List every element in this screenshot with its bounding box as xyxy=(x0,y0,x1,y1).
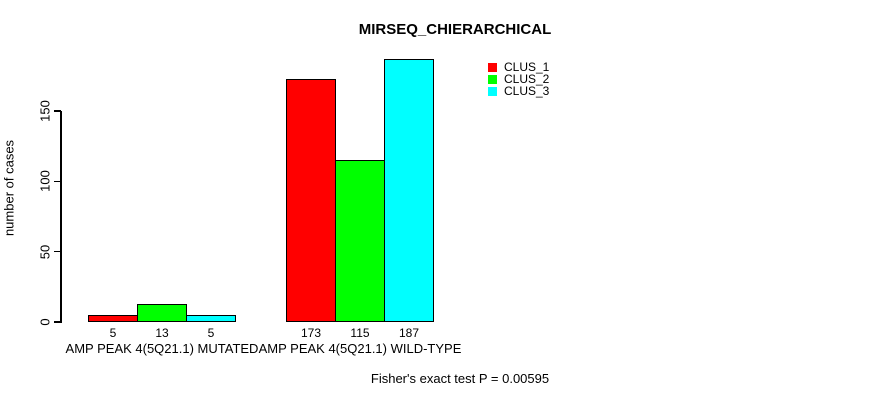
bar-value-label: 187 xyxy=(398,326,420,340)
y-axis-line xyxy=(60,111,62,323)
y-tick-mark xyxy=(54,321,61,323)
y-tick-label: 100 xyxy=(37,170,53,193)
bar-value-label: 115 xyxy=(350,326,370,340)
legend-swatch-clus-2 xyxy=(488,75,497,84)
bar-clus_1-group0 xyxy=(88,315,138,322)
y-tick-label: 150 xyxy=(37,100,53,122)
y-axis-title: number of cases xyxy=(1,139,17,237)
y-tick-label: 0 xyxy=(37,318,53,326)
legend-label: CLUS_3 xyxy=(504,84,550,98)
bar-value-label: 5 xyxy=(109,326,117,340)
legend-swatch-clus-1 xyxy=(488,63,497,72)
legend-label: CLUS_1 xyxy=(504,60,550,74)
bar-clus_2-group1 xyxy=(335,160,385,322)
caption-fishers-test: Fisher's exact test P = 0.00595 xyxy=(370,371,550,386)
category-label-0: AMP PEAK 4(5Q21.1) MUTATED xyxy=(65,341,259,356)
y-tick-mark xyxy=(54,250,61,253)
chart-title: MIRSEQ_CHIERARCHICAL xyxy=(358,21,552,38)
bar-clus_3-group0 xyxy=(186,315,236,322)
legend: CLUS_1 CLUS_2 CLUS_3 xyxy=(488,60,550,99)
y-tick-label: 50 xyxy=(37,244,53,259)
y-tick-mark xyxy=(54,180,61,183)
legend-item-clus-2: CLUS_2 xyxy=(488,72,550,86)
legend-item-clus-1: CLUS_1 xyxy=(488,60,550,74)
y-tick-mark xyxy=(54,110,61,112)
bar-value-label: 5 xyxy=(207,326,215,340)
category-label-1: AMP PEAK 4(5Q21.1) WILD-TYPE xyxy=(258,341,462,356)
legend-label: CLUS_2 xyxy=(504,72,550,86)
bar-clus_2-group0 xyxy=(137,304,187,322)
legend-swatch-clus-3 xyxy=(488,87,497,96)
bar-clus_1-group1 xyxy=(286,79,336,322)
bar-value-label: 13 xyxy=(155,326,169,340)
bar-clus_3-group1 xyxy=(384,59,434,322)
legend-item-clus-3: CLUS_3 xyxy=(488,84,550,98)
bar-value-label: 173 xyxy=(300,326,322,340)
